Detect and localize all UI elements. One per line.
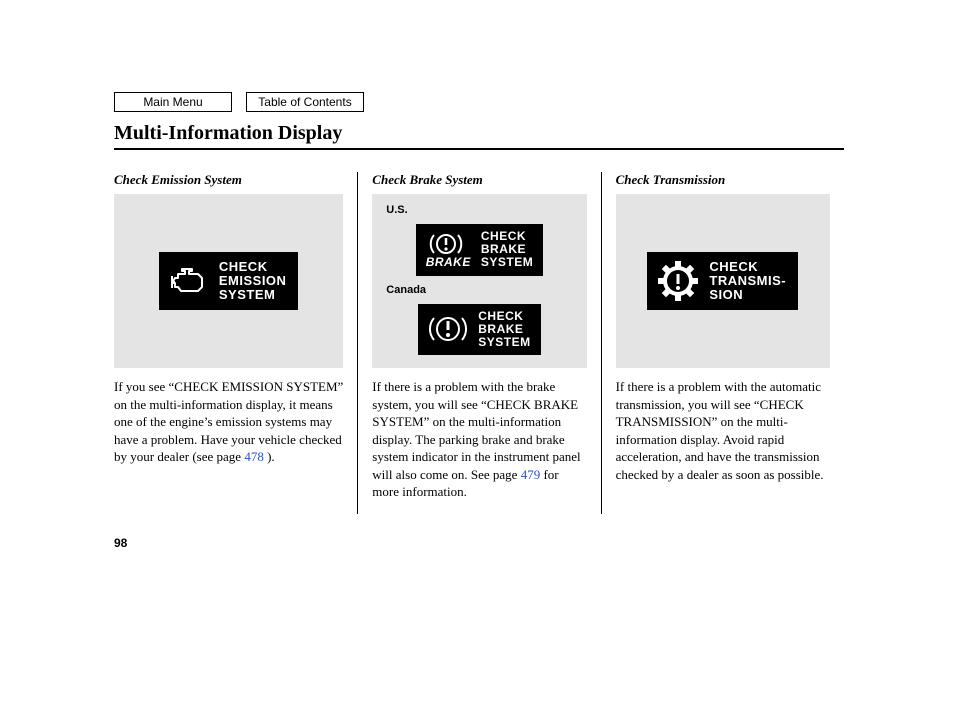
page-title: Multi-Information Display — [114, 118, 844, 148]
transmission-warning-text: CHECK TRANSMIS- SION — [709, 260, 786, 303]
emission-warning-tile: CHECK EMISSION SYSTEM — [159, 252, 299, 311]
gear-icon — [657, 260, 699, 302]
table-of-contents-button[interactable]: Table of Contents — [246, 92, 364, 112]
column-transmission: Check Transmission — [601, 172, 844, 514]
brake-us-warning-tile: BRAKE CHECK BRAKE SYSTEM — [416, 224, 544, 276]
emission-body-post: ). — [264, 449, 275, 464]
emission-body-pre: If you see “CHECK EMISSION SYSTEM” on th… — [114, 379, 343, 464]
emission-warning-text: CHECK EMISSION SYSTEM — [219, 260, 287, 303]
emission-page-link[interactable]: 478 — [244, 449, 264, 464]
transmission-body: If there is a problem with the automatic… — [616, 378, 830, 483]
brake-us-icon-label: BRAKE — [426, 255, 471, 269]
transmission-warning-tile: CHECK TRANSMIS- SION — [647, 252, 798, 311]
engine-icon — [169, 266, 209, 296]
brake-canada-warning-text: CHECK BRAKE SYSTEM — [478, 310, 530, 350]
transmission-panel: CHECK TRANSMIS- SION — [616, 194, 830, 368]
transmission-heading: Check Transmission — [616, 172, 830, 188]
title-rule — [114, 148, 844, 150]
content-columns: Check Emission System CHECK EMISSION SYS… — [114, 172, 844, 514]
emission-heading: Check Emission System — [114, 172, 343, 188]
brake-us-warning-text: CHECK BRAKE SYSTEM — [481, 230, 533, 270]
emission-body: If you see “CHECK EMISSION SYSTEM” on th… — [114, 378, 343, 466]
brake-heading: Check Brake System — [372, 172, 586, 188]
brake-canada-label: Canada — [386, 284, 426, 296]
page-number: 98 — [114, 536, 127, 550]
emission-panel: CHECK EMISSION SYSTEM — [114, 194, 343, 368]
brake-us-icon: BRAKE — [426, 231, 471, 269]
column-brake: Check Brake System U.S. — [357, 172, 600, 514]
manual-page: Main Menu Table of Contents Multi-Inform… — [0, 0, 954, 710]
brake-body: If there is a problem with the brake sys… — [372, 378, 586, 501]
brake-canada-warning-tile: CHECK BRAKE SYSTEM — [418, 304, 540, 356]
brake-page-link[interactable]: 479 — [521, 467, 541, 482]
top-nav: Main Menu Table of Contents — [114, 92, 844, 112]
brake-us-label: U.S. — [386, 204, 407, 216]
brake-canada-icon — [428, 312, 468, 346]
brake-panel: U.S. BRAKE — [372, 194, 586, 368]
column-emission: Check Emission System CHECK EMISSION SYS… — [114, 172, 357, 514]
main-menu-button[interactable]: Main Menu — [114, 92, 232, 112]
